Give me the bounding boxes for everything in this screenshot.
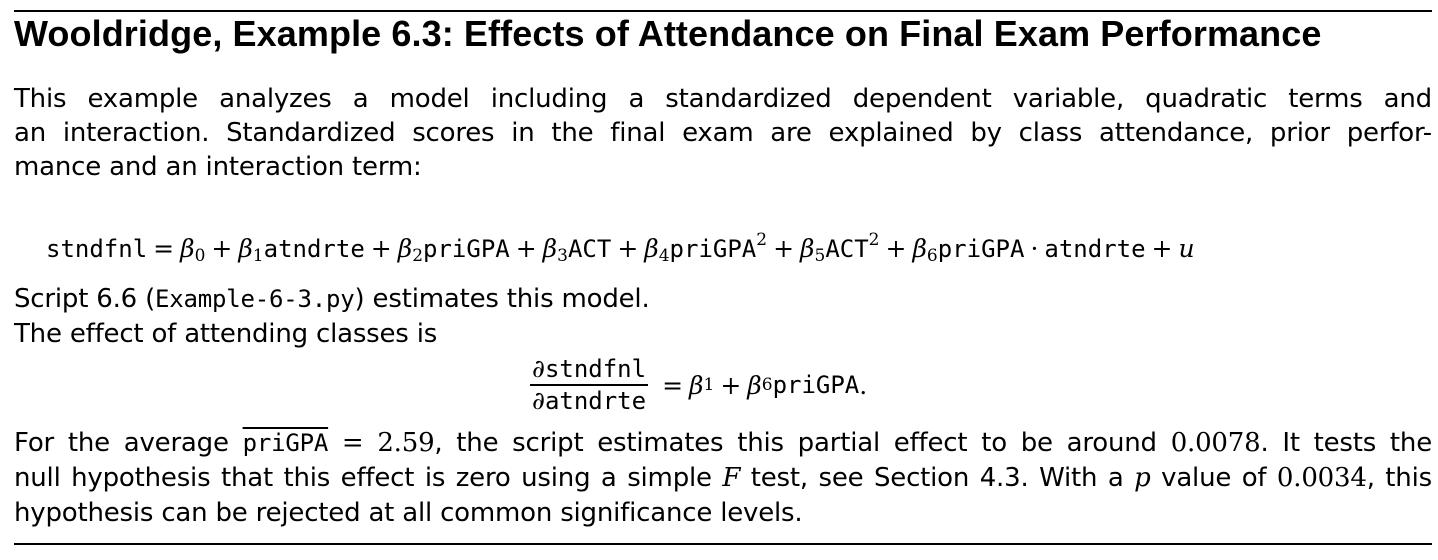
eq-beta3: β — [542, 234, 558, 263]
eq-sub5: 5 — [814, 246, 826, 266]
pe-period: . — [859, 370, 868, 400]
pe-equals: = — [662, 370, 684, 400]
eq-var-act-sq: ACT — [825, 235, 869, 263]
conclusion-line-1: For the average priGPA = 2.59, the scrip… — [14, 426, 1432, 461]
numerator-var: stndfnl — [544, 355, 647, 383]
eq-lhs: stndfnl — [46, 235, 148, 263]
denominator-var: atndrte — [544, 387, 647, 415]
eq-var-act: ACT — [567, 235, 612, 263]
eq-var-prigpa-sq: priGPA — [669, 235, 757, 263]
conclusion-line-2: null hypothesis that this effect is zero… — [14, 461, 1432, 496]
eq-sup5: 2 — [868, 230, 880, 250]
pe-sub6: 6 — [761, 375, 773, 395]
eq-beta4: β — [644, 234, 659, 263]
p-value: 0.0034 — [1276, 463, 1367, 493]
eq-sub6: 6 — [926, 246, 938, 266]
eq-beta0: β — [180, 234, 195, 263]
eq-error: u — [1178, 234, 1195, 263]
conclusion-line-3: hypothesis can be rejected at all common… — [14, 498, 803, 528]
intro-line-3: mance and an interaction term: — [14, 152, 422, 182]
eq-equals: = — [153, 234, 175, 263]
intro-line-2: an interaction. Standardized scores in t… — [14, 118, 1432, 148]
f-symbol: F — [722, 463, 741, 493]
fraction-denominator: ∂atndrte — [530, 386, 648, 416]
pe-sub1: 1 — [703, 375, 715, 395]
conclusion-l2-pre: null hypothesis that this effect is zero… — [14, 463, 712, 493]
conclusion-l1-post: . It tests the — [1260, 428, 1432, 458]
bottom-rule — [14, 543, 1432, 545]
conclusion-l2-post: , this — [1366, 463, 1432, 493]
eq-beta1: β — [238, 234, 253, 263]
eq-sub2: 2 — [412, 246, 424, 266]
conclusion-l1-pre: For the average — [14, 428, 229, 458]
script-line: Script 6.6 (Example-6-3.py) estimates th… — [14, 282, 1432, 317]
example-title: Wooldridge, Example 6.3: Effects of Atte… — [14, 13, 1322, 54]
pe-beta1: β — [689, 370, 704, 400]
conclusion-l2-mid: test, see Section 4.3. With a — [750, 463, 1124, 493]
prigpa-mean: priGPA — [242, 429, 329, 457]
eq-plus: + — [515, 234, 537, 263]
script-line-post: ) estimates this model. — [354, 284, 650, 314]
eq-sub0: 0 — [194, 246, 206, 266]
eq-var-prigpa-int: priGPA — [937, 235, 1025, 263]
intro-line-1: This example analyzes a model including … — [14, 84, 1432, 114]
effect-line: The effect of attending classes is — [14, 319, 438, 349]
eq-sub1: 1 — [252, 246, 264, 266]
eq-beta2: β — [397, 234, 413, 263]
model-equation: stndfnl = β0 + β1atndrte + β2priGPA + β3ACT + β4pr… — [46, 222, 1195, 274]
fraction-numerator: ∂stndfnl — [530, 354, 649, 386]
top-rule — [14, 10, 1432, 12]
prigpa-mean-value: = 2.59 — [341, 428, 435, 458]
partial-symbol: ∂ — [532, 386, 545, 415]
eq-var-atndrte: atndrte — [263, 235, 365, 263]
script-filename: Example-6-3.py — [155, 285, 355, 313]
eq-sub3: 3 — [557, 246, 568, 266]
eq-plus: + — [617, 234, 639, 263]
conclusion-l2-mid2: value of — [1161, 463, 1267, 493]
eq-plus: + — [1151, 234, 1173, 263]
pe-beta6: β — [747, 370, 762, 400]
partial-fraction: ∂stndfnl ∂atndrte — [530, 354, 649, 416]
pe-plus: + — [720, 370, 742, 400]
eq-plus: + — [885, 234, 907, 263]
partial-effect-value: 0.0078 — [1170, 428, 1261, 458]
conclusion-l1-mid: , the script estimates this partial effe… — [434, 428, 1157, 458]
p-symbol: p — [1134, 463, 1151, 493]
eq-plus: + — [370, 234, 392, 263]
eq-sub4: 4 — [658, 246, 670, 266]
eq-var-prigpa: priGPA — [423, 235, 510, 263]
eq-plus: + — [211, 234, 233, 263]
partial-symbol: ∂ — [532, 354, 545, 383]
script-line-pre: Script 6.6 ( — [14, 284, 156, 314]
eq-var-atndrte-int: atndrte — [1044, 235, 1146, 263]
eq-beta6: β — [912, 234, 927, 263]
pe-var-prigpa: priGPA — [772, 371, 860, 399]
eq-dot: · — [1030, 234, 1039, 263]
partial-effect-equation: ∂stndfnl ∂atndrte = β 1 + β 6 priGPA. — [530, 350, 867, 420]
eq-beta5: β — [800, 234, 815, 263]
eq-plus: + — [773, 234, 795, 263]
eq-sup4: 2 — [756, 230, 768, 250]
